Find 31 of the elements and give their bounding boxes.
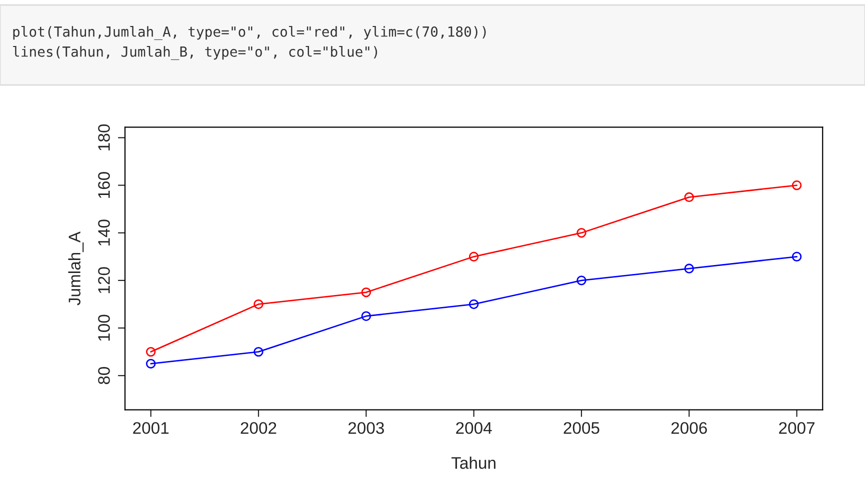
point xyxy=(468,252,479,262)
point xyxy=(576,228,586,238)
x-tick-label: 2007 xyxy=(779,422,814,434)
x-tick-label: 2003 xyxy=(348,422,384,434)
y-tick-label: 180 xyxy=(98,124,110,150)
point xyxy=(146,358,156,369)
x-tick-label: 2004 xyxy=(456,422,492,434)
text: plot(Tahun,Jumlah_A, type="o", col="red", ylim=c(70,180)) xyxy=(13,26,486,40)
point xyxy=(576,276,586,286)
y-tick-label: 80 xyxy=(98,366,110,384)
point xyxy=(684,264,694,274)
point xyxy=(254,299,264,310)
point xyxy=(468,299,479,310)
point xyxy=(254,346,264,357)
text: lines(Tahun, Jumlah_B, type="o", col="blue") xyxy=(13,46,378,60)
point xyxy=(361,287,372,298)
x-tick-label: 2001 xyxy=(133,422,169,434)
y-tick-label: 140 xyxy=(98,220,110,246)
point xyxy=(361,311,372,321)
x-tick-label: 2005 xyxy=(564,422,600,434)
point xyxy=(792,180,802,190)
point xyxy=(792,252,802,262)
y-tick-label: 100 xyxy=(98,314,110,341)
point xyxy=(146,346,156,357)
x-tick-label: 2002 xyxy=(240,422,276,434)
y-tick-label: 120 xyxy=(98,267,110,294)
y-tick-label: 160 xyxy=(98,172,110,198)
x-tick-label: 2006 xyxy=(671,422,707,434)
y-axis-title: Jumlah_A xyxy=(68,232,84,306)
x-axis-title: Tahun xyxy=(451,456,496,469)
point xyxy=(684,192,694,202)
